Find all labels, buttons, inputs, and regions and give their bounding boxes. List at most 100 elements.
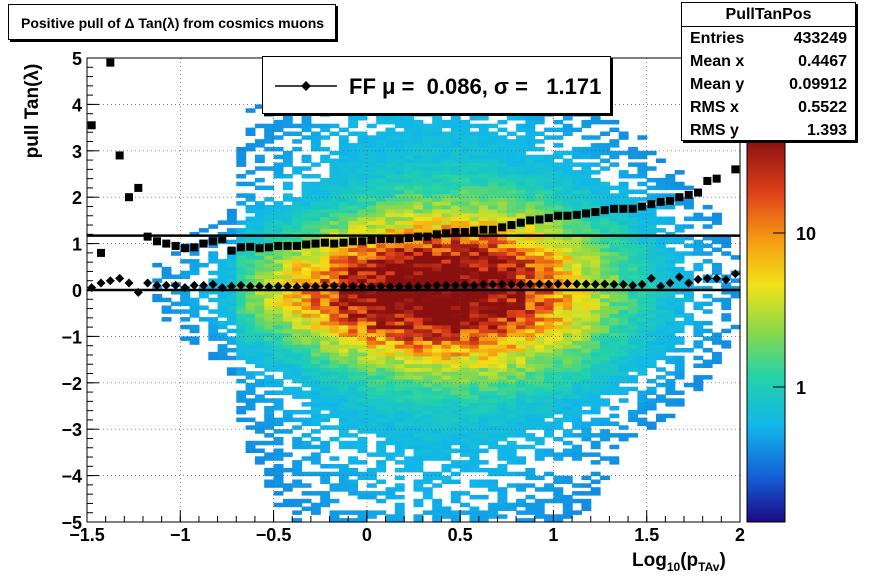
heatmap-cell xyxy=(618,371,629,376)
heatmap-cell xyxy=(292,270,303,276)
heatmap-cell xyxy=(394,452,405,457)
heatmap-cell xyxy=(618,193,629,198)
heatmap-cell xyxy=(628,262,638,268)
mean-marker xyxy=(712,273,722,283)
heatmap-cell xyxy=(450,174,461,179)
heatmap-cell xyxy=(376,154,387,160)
heatmap-cell xyxy=(525,371,536,376)
heatmap-cell xyxy=(572,262,582,268)
heatmap-cell xyxy=(348,320,359,326)
heatmap-cell xyxy=(609,119,620,125)
heatmap-cell xyxy=(693,344,704,349)
heatmap-cell xyxy=(404,324,415,330)
heatmap-cell xyxy=(273,123,284,129)
heatmap-cell xyxy=(506,344,517,349)
heatmap-cell xyxy=(525,166,536,171)
heatmap-cell xyxy=(376,491,387,496)
heatmap-cell xyxy=(376,433,387,438)
heatmap-cell xyxy=(544,290,554,295)
heatmap-cell xyxy=(534,359,545,365)
heatmap-cell xyxy=(189,262,200,268)
heatmap-cell xyxy=(590,421,601,426)
heatmap-cell xyxy=(226,239,237,245)
heatmap-cell xyxy=(310,471,321,477)
heatmap-cell xyxy=(301,174,312,179)
heatmap-cell xyxy=(525,181,536,187)
heatmap-cell xyxy=(609,406,620,411)
heatmap-cell xyxy=(665,324,676,330)
heatmap-cell xyxy=(338,363,349,368)
sigma-marker xyxy=(694,188,703,197)
heatmap-cell xyxy=(320,355,331,361)
heatmap-cell xyxy=(525,139,536,144)
heatmap-cell xyxy=(478,170,489,175)
sigma-marker xyxy=(190,243,199,252)
heatmap-cell xyxy=(553,262,564,268)
heatmap-cell xyxy=(217,262,228,268)
heatmap-cell xyxy=(637,301,648,307)
mean-marker xyxy=(674,272,684,282)
sigma-marker xyxy=(572,210,581,219)
heatmap-cell xyxy=(320,185,331,191)
heatmap-cell xyxy=(488,185,498,191)
heatmap-cell xyxy=(646,255,657,260)
heatmap-cell xyxy=(432,371,443,376)
heatmap-cell xyxy=(478,375,489,380)
heatmap-cell xyxy=(525,293,536,299)
heatmap-cell xyxy=(609,243,620,249)
heatmap-cell xyxy=(590,386,601,392)
heatmap-cell xyxy=(310,201,321,206)
heatmap-cell xyxy=(422,320,433,326)
heatmap-cell xyxy=(572,355,582,361)
heatmap-cell xyxy=(376,247,387,252)
heatmap-cell xyxy=(282,355,293,361)
heatmap-cell xyxy=(236,390,247,395)
heatmap-cell xyxy=(310,406,321,411)
heatmap-cell xyxy=(226,255,237,260)
heatmap-cell xyxy=(432,181,443,187)
heatmap-cell xyxy=(394,402,405,407)
heatmap-cell xyxy=(338,228,349,233)
heatmap-cell xyxy=(488,170,498,175)
heatmap-cell xyxy=(478,166,489,171)
heatmap-cell xyxy=(488,417,498,423)
heatmap-cell xyxy=(441,444,452,450)
heatmap-cell xyxy=(544,305,554,310)
heatmap-cell xyxy=(338,313,349,318)
heatmap-cell xyxy=(544,336,554,341)
heatmap-cell xyxy=(329,228,340,233)
heatmap-cell xyxy=(357,394,368,399)
heatmap-cell xyxy=(525,444,536,450)
heatmap-cell xyxy=(506,235,517,241)
heatmap-cell xyxy=(497,487,508,492)
heatmap-cell xyxy=(572,390,582,395)
heatmap-cell xyxy=(161,317,172,322)
heatmap-cell xyxy=(656,274,666,279)
heatmap-cell xyxy=(264,425,275,430)
heatmap-cell xyxy=(171,301,181,307)
heatmap-cell xyxy=(366,251,377,256)
heatmap-cell xyxy=(404,139,415,144)
heatmap-cell xyxy=(674,266,685,272)
heatmap-cell xyxy=(618,433,629,438)
heatmap-cell xyxy=(525,390,536,395)
heatmap-cell xyxy=(394,386,405,392)
heatmap-cell xyxy=(422,243,433,249)
heatmap-cell xyxy=(348,355,359,361)
heatmap-cell xyxy=(450,266,461,272)
heatmap-cell xyxy=(245,348,256,353)
heatmap-cell xyxy=(609,324,620,330)
heatmap-cell xyxy=(534,286,545,291)
heatmap-cell xyxy=(254,394,265,399)
heatmap-cell xyxy=(506,413,517,419)
heatmap-cell xyxy=(553,243,564,249)
heatmap-cell xyxy=(338,332,349,337)
heatmap-cell xyxy=(506,340,517,345)
heatmap-cell xyxy=(180,293,191,299)
heatmap-cell xyxy=(432,193,443,198)
heatmap-cell xyxy=(413,262,424,268)
heatmap-cell xyxy=(348,212,359,218)
heatmap-cell xyxy=(422,487,433,492)
heatmap-cell xyxy=(478,332,489,337)
heatmap-cell xyxy=(413,220,424,225)
